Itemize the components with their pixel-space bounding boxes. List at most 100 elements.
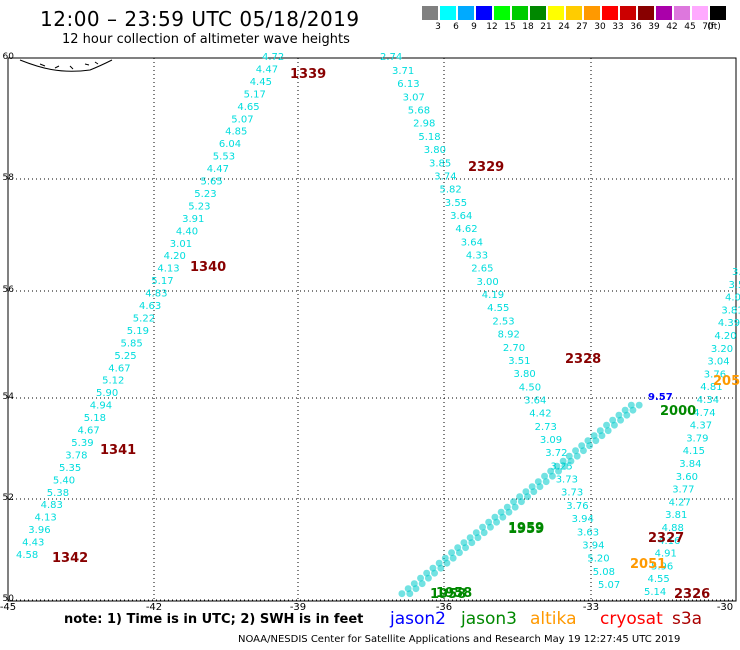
altimeter-tracks: 4.584.433.964.134.835.385.405.353.785.39… [16,52,740,599]
wave-height-value: 4.55 [487,303,509,314]
satellite-jason3: jason3 [461,609,517,629]
wave-height-value: 3.94 [582,541,604,552]
wave-height-value: 5.17 [244,89,266,100]
wave-height-value: 3.84 [679,459,701,470]
wave-height-value: 3.73 [561,488,583,499]
latitude-label: 58 [2,173,14,183]
swath-mark: ●● [410,579,426,589]
wave-height-value: 3.51 [508,356,530,367]
swath-mark: ●● [503,502,519,512]
scale-label: 39 [648,22,660,32]
latitude-label: 52 [2,493,14,503]
wave-height-value: 4.43 [22,538,44,549]
wave-height-value: 4.83 [41,500,63,511]
wave-height-value: 3.71 [392,66,414,77]
swath-mark: ●● [578,441,594,451]
scale-label: 18 [522,22,534,32]
wave-height-value: 3.96 [28,525,50,536]
wave-height-value: 3.07 [403,92,425,103]
longitude-label: -33 [582,602,600,613]
scale-swatch [656,6,672,20]
satellite-jason2: jason2 [390,609,446,629]
wave-height-value: 5.20 [587,554,609,565]
wave-height-value: 3.55 [445,198,467,209]
pass-number-label: 1959 [508,521,544,536]
longitude-label: -30 [716,602,734,613]
swath-mark: ●● [590,431,606,441]
swath-mark: ●● [417,574,433,584]
swath-mark: ●● [603,421,619,431]
swath-mark: ●● [491,513,507,523]
wave-height-value: 3.63 [577,527,599,538]
latitude-label: 60 [2,52,14,62]
pass-number-label: 2328 [565,352,601,367]
scale-swatch [710,6,726,20]
longitude-label: -39 [289,602,307,613]
wave-height-value: 5.39 [71,438,93,449]
pass-number-label: 2327 [648,531,684,546]
wave-height-value: 3.09 [540,435,562,446]
wave-height-value: 4.65 [237,102,259,113]
swath-mark: ●● [435,558,451,568]
wave-height-value: 3.60 [676,472,698,483]
wave-height-value: 5.17 [151,276,173,287]
wave-height-value: 5.07 [231,114,253,125]
wave-height-value: 4.91 [655,549,677,560]
wave-height-value: 4.72 [262,52,284,63]
wave-height-value: 3.78 [65,450,87,461]
footer-credit: NOAA/NESDIS Center for Satellite Applica… [238,634,681,645]
scale-label: 21 [540,22,552,32]
wave-height-value: 2.74 [380,52,402,63]
swath-mark: ●● [516,492,532,502]
pass-number-label: 2329 [468,160,504,175]
swath-mark: ●● [472,528,488,538]
wave-height-value: 5.22 [133,314,155,325]
wave-height-value: 3.5 [729,280,740,291]
scale-swatch [512,6,528,20]
wave-height-value: 4.19 [482,290,504,301]
chart-subtitle: 12 hour collection of altimeter wave hei… [62,32,350,47]
wave-height-value: 8.92 [498,330,520,341]
wave-height-value: 3.76 [704,369,726,380]
wave-height-value: 2.70 [503,343,525,354]
wave-height-value: 3.73 [556,475,578,486]
wave-height-value: 4.13 [157,264,179,275]
scale-swatch [548,6,564,20]
swath-mark: ●● [466,533,482,543]
wave-height-value: 4.20 [164,251,186,262]
wave-height-value: 5.65 [201,177,223,188]
swath-mark: ●● [429,564,445,574]
wave-height-value: 6.13 [397,79,419,90]
wave-height-value: 3.76 [566,501,588,512]
swath-mark: ●● [510,497,526,507]
satellite-altika: altika [530,609,577,629]
scale-swatch [530,6,546,20]
wave-height-value: 5.07 [598,580,620,591]
wave-height-value: 3.79 [686,433,708,444]
wave-height-value: 4.67 [108,363,130,374]
wave-height-value: 3.64 [461,237,483,248]
swath-mark: ●● [522,487,538,497]
scale-label: 33 [612,22,624,32]
pass-labels: 1339 1340 1341 1342 2329 2328 2327 2326 2000 1959… [52,67,740,602]
wave-height-value: 3.64 [450,211,472,222]
scale-label: 42 [666,22,678,32]
swath-mark: ●● [404,584,420,594]
scale-swatch [692,6,708,20]
wave-height-value: 4.88 [662,523,684,534]
longitude-label: -45 [0,602,17,613]
wave-height-value: 5.82 [440,185,462,196]
scale-label: 27 [576,22,588,32]
pass-number-label: 1340 [190,260,226,275]
wave-height-value: 3.72 [545,448,567,459]
wave-height-value: 4.94 [90,401,112,412]
wave-height-value: 3.80 [424,145,446,156]
scale-label: 9 [471,22,477,32]
wave-height-value: 5.23 [194,189,216,200]
swath-mark: ●● [454,543,470,553]
pass-number-label: 205 [713,374,740,389]
latitude-label: 50 [2,594,14,604]
pass-number-label: 2326 [674,587,710,602]
swath-mark: ●● [534,477,550,487]
